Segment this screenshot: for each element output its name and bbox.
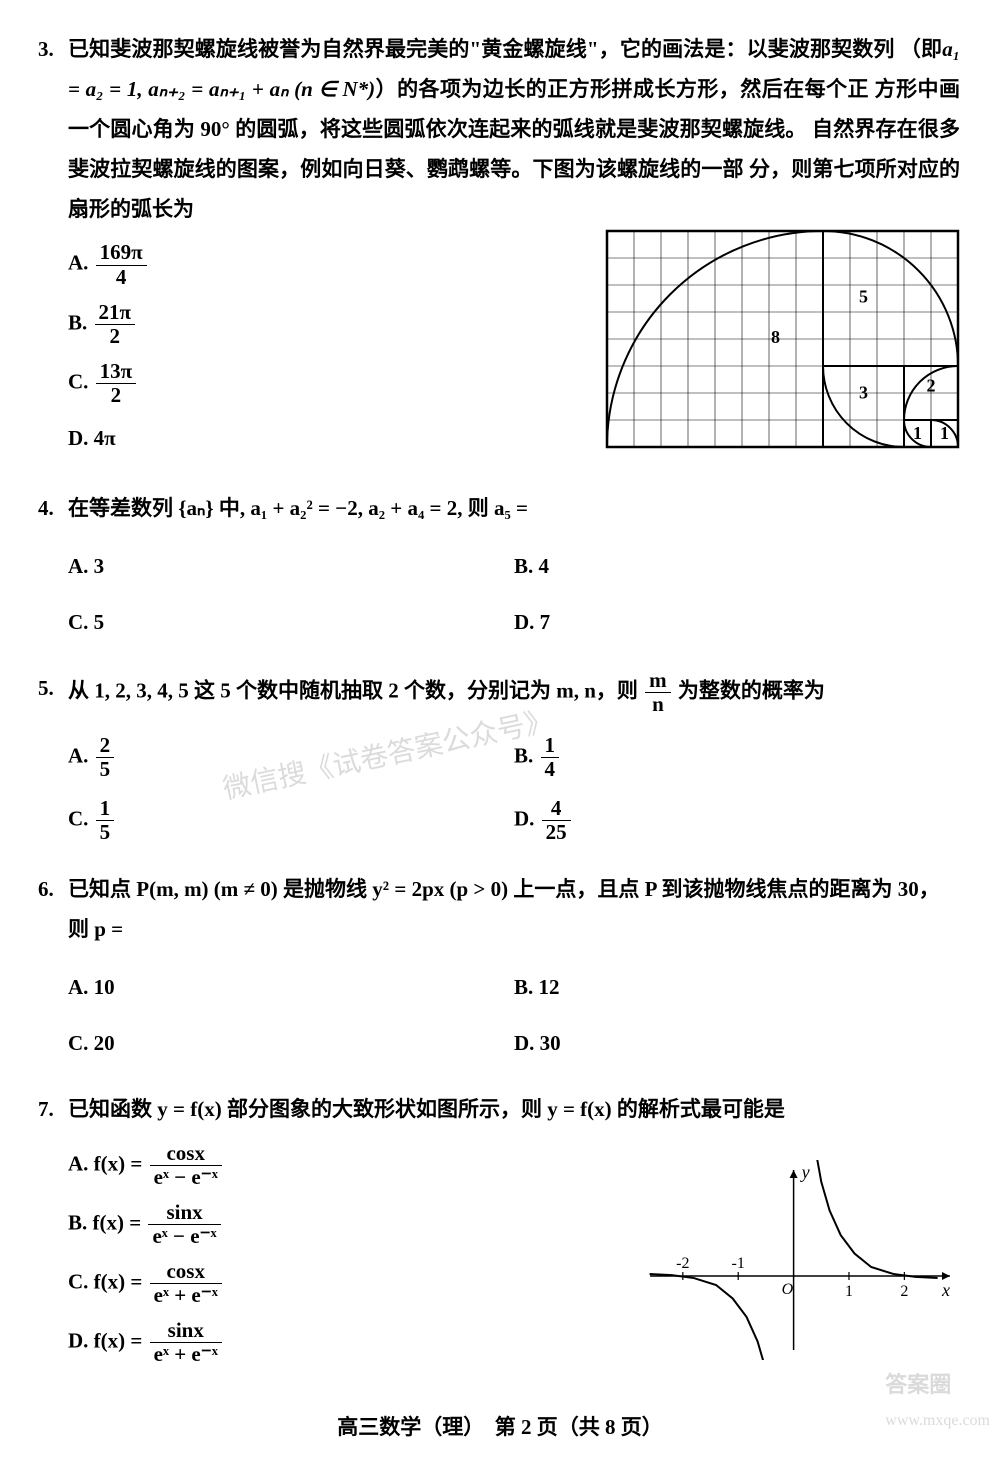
frac-num: 1 xyxy=(541,734,560,758)
frac-num: sinx xyxy=(148,1201,220,1225)
frac-num: 169π xyxy=(96,241,147,265)
frac-num: cosx xyxy=(150,1142,222,1166)
frac-den: 5 xyxy=(96,758,115,781)
frac-den: 2 xyxy=(96,384,137,407)
opt-label: D. f(x) = xyxy=(68,1329,148,1353)
frac-den: 2 xyxy=(95,325,136,348)
svg-text:8: 8 xyxy=(771,328,780,348)
svg-text:3: 3 xyxy=(859,383,868,403)
svg-text:-1: -1 xyxy=(732,1255,745,1272)
q5-number: 5. xyxy=(38,669,54,709)
svg-text:2: 2 xyxy=(927,376,936,396)
opt-label: B. xyxy=(514,743,533,767)
opt-label: C. xyxy=(68,806,88,830)
opt-label: D. xyxy=(68,426,88,450)
frac-den: eˣ − e⁻ˣ xyxy=(148,1225,220,1248)
frac-den: 5 xyxy=(96,821,115,844)
q5-text-a: 从 1, 2, 3, 4, 5 这 5 个数中随机抽取 2 个数，分别记为 m,… xyxy=(68,678,643,702)
opt-label: A. xyxy=(68,743,88,767)
opt-label: C. f(x) = xyxy=(68,1269,148,1293)
q5-option-a: A. 25 xyxy=(68,734,514,781)
q6-options: A. 10 B. 12 C. 20 D. 30 xyxy=(68,960,960,1072)
q6-text: 已知点 P(m, m) (m ≠ 0) 是抛物线 y² = 2px (p > 0… xyxy=(68,870,960,950)
q5-option-b: B. 14 xyxy=(514,734,960,781)
frac-num: m xyxy=(645,669,671,693)
q3-text: 已知斐波那契螺旋线被誉为自然界最完美的"黄金螺旋线"，它的画法是：以斐波那契数列… xyxy=(68,30,960,229)
q4-option-c: C. 5 xyxy=(68,603,514,643)
opt-label: A. f(x) = xyxy=(68,1151,148,1175)
q6-text-a: 已知点 P(m, m) (m ≠ 0) 是抛物线 y² = 2px (p > 0… xyxy=(68,877,940,901)
opt-label: B. f(x) = xyxy=(68,1210,146,1234)
q5-option-d: D. 425 xyxy=(514,797,960,844)
svg-text:-2: -2 xyxy=(676,1255,689,1272)
q5-text-b: 为整数的概率为 xyxy=(673,678,825,702)
opt-label: A. xyxy=(68,251,88,275)
q6-number: 6. xyxy=(38,870,54,910)
q3-line2a: （即 xyxy=(900,37,942,61)
q6-text-b: 则 p = xyxy=(68,917,123,941)
frac-num: 13π xyxy=(96,360,137,384)
frac-den: 4 xyxy=(541,758,560,781)
svg-text:5: 5 xyxy=(859,287,868,307)
svg-text:1: 1 xyxy=(913,423,922,443)
q7-text: 已知函数 y = f(x) 部分图象的大致形状如图所示，则 y = f(x) 的… xyxy=(68,1090,960,1130)
opt-label: D. xyxy=(514,806,534,830)
q6-option-c: C. 20 xyxy=(68,1024,514,1064)
frac-num: sinx xyxy=(150,1319,222,1343)
q7-figure: -2 -1 1 2 Oy x xyxy=(640,1160,960,1374)
q4-option-d: D. 7 xyxy=(514,603,960,643)
q4-number: 4. xyxy=(38,489,54,529)
q3-line2c: ）的各项为边长的正方形拼成长方形，然后在每个正 xyxy=(375,77,869,101)
question-6: 6. 已知点 P(m, m) (m ≠ 0) 是抛物线 y² = 2px (p … xyxy=(40,870,960,1072)
frac-den: 4 xyxy=(96,266,147,289)
q3-line1: 已知斐波那契螺旋线被誉为自然界最完美的"黄金螺旋线"，它的画法是：以斐波那契数列 xyxy=(68,37,895,61)
svg-text:y: y xyxy=(800,1162,810,1182)
question-5: 5. 从 1, 2, 3, 4, 5 这 5 个数中随机抽取 2 个数，分别记为… xyxy=(40,669,960,853)
page-footer: 高三数学（理） 第 2 页（共 8 页） xyxy=(40,1408,960,1448)
frac-den: eˣ + e⁻ˣ xyxy=(150,1284,222,1307)
q3-figure: 8 5 3 2 11 xyxy=(605,229,960,463)
frac-num: cosx xyxy=(150,1260,222,1284)
q6-option-a: A. 10 xyxy=(68,968,514,1008)
frac-den: eˣ − e⁻ˣ xyxy=(150,1166,222,1189)
svg-text:O: O xyxy=(782,1281,794,1298)
q4-text: 在等差数列 {aₙ} 中, a₁ + a₂² = −2, a₂ + a₄ = 2… xyxy=(68,489,960,529)
q4-option-b: B. 4 xyxy=(514,547,960,587)
frac-num: 1 xyxy=(96,797,115,821)
question-4: 4. 在等差数列 {aₙ} 中, a₁ + a₂² = −2, a₂ + a₄ … xyxy=(40,489,960,651)
q5-options: A. 25 B. 14 C. 15 D. 425 xyxy=(68,726,960,852)
q3-number: 3. xyxy=(38,30,54,70)
q4-options: A. 3 B. 4 C. 5 D. 7 xyxy=(68,539,960,651)
frac-num: 21π xyxy=(95,301,136,325)
opt-label: B. xyxy=(68,310,87,334)
frac-den: n xyxy=(645,693,671,716)
q5-option-c: C. 15 xyxy=(68,797,514,844)
opt-label: C. xyxy=(68,369,88,393)
question-7: 7. 已知函数 y = f(x) 部分图象的大致形状如图所示，则 y = f(x… xyxy=(40,1090,960,1379)
q7-number: 7. xyxy=(38,1090,54,1130)
question-3: 3. 已知斐波那契螺旋线被誉为自然界最完美的"黄金螺旋线"，它的画法是：以斐波那… xyxy=(40,30,960,471)
frac-num: 2 xyxy=(96,734,115,758)
frac-num: 4 xyxy=(542,797,571,821)
svg-text:2: 2 xyxy=(900,1283,908,1300)
q6-option-d: D. 30 xyxy=(514,1024,960,1064)
q5-text: 从 1, 2, 3, 4, 5 这 5 个数中随机抽取 2 个数，分别记为 m,… xyxy=(68,669,960,716)
opt-val: 4π xyxy=(94,426,116,450)
svg-text:1: 1 xyxy=(940,423,949,443)
svg-text:1: 1 xyxy=(845,1283,853,1300)
svg-text:x: x xyxy=(941,1280,950,1300)
frac-den: 25 xyxy=(542,821,571,844)
q6-option-b: B. 12 xyxy=(514,968,960,1008)
frac-den: eˣ + e⁻ˣ xyxy=(150,1343,222,1366)
q4-option-a: A. 3 xyxy=(68,547,514,587)
